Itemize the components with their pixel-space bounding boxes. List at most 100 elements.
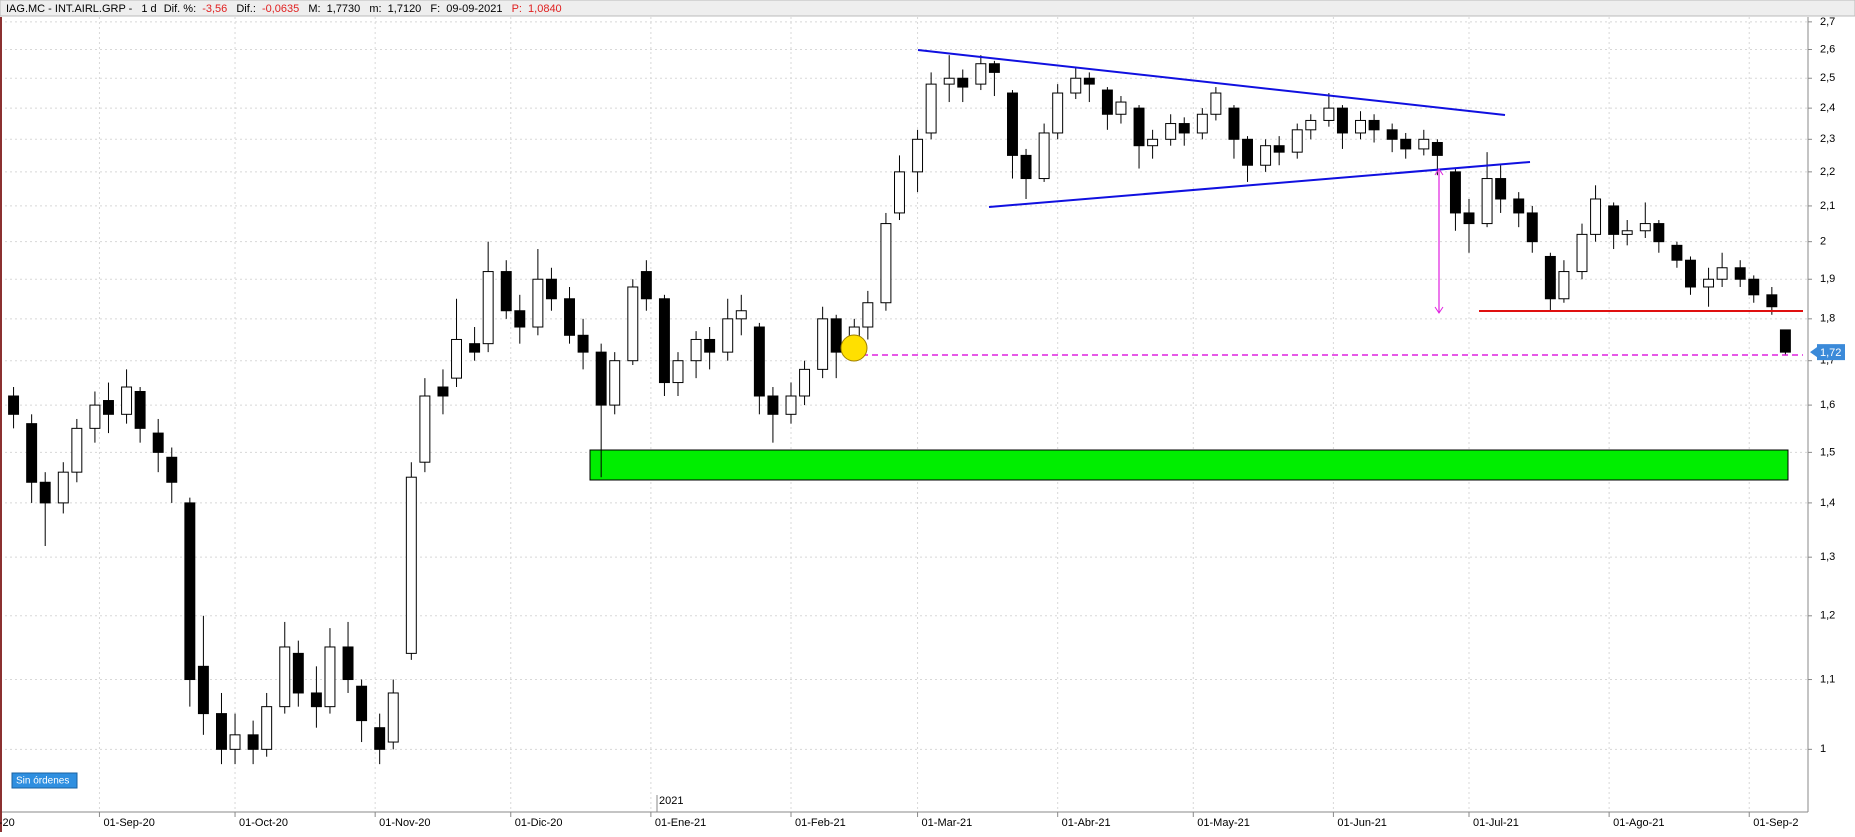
drawings (589, 449, 1789, 481)
date: 09-09-2021 (446, 3, 502, 15)
dif-pct: -3,56 (202, 3, 227, 15)
candle-body (1495, 178, 1507, 200)
candle-body (279, 646, 291, 708)
candle-body (1020, 154, 1032, 180)
candle-body (39, 481, 51, 504)
candle-body (419, 395, 431, 463)
x-tick-label: 01-Jun-21 (1337, 817, 1387, 829)
candle-body (564, 298, 575, 336)
candle-body (1766, 294, 1778, 308)
y-tick-label: 1,1 (1820, 673, 1835, 685)
candle-body (1368, 119, 1380, 131)
candle-body (152, 432, 164, 453)
candle-body (830, 318, 842, 353)
candle-body (1101, 89, 1113, 115)
candle-body (817, 318, 829, 370)
dif-pct-label: Dif. %: (164, 3, 196, 15)
candle-body (672, 360, 684, 384)
candle-body (1336, 107, 1348, 134)
candle-body (261, 706, 273, 750)
candle-body (1165, 123, 1177, 140)
candle-body (26, 423, 38, 483)
candle-body (735, 310, 747, 320)
candle-body (1400, 138, 1412, 150)
candle-body (640, 271, 652, 300)
last-price-tag (1817, 344, 1845, 361)
candle-body (1748, 278, 1760, 296)
candle-body (514, 310, 526, 328)
candle-body (767, 395, 779, 415)
y-tick-label: 1,3 (1820, 551, 1835, 563)
candle-body (532, 278, 544, 328)
date-label: F: (430, 3, 440, 15)
orders-button-label[interactable]: Sin órdenes (16, 776, 69, 787)
candle-body (753, 326, 765, 397)
candle-body (975, 63, 987, 85)
y-tick-label: 1,4 (1820, 497, 1835, 509)
orders-button[interactable] (11, 772, 78, 789)
candle-body (1576, 233, 1588, 273)
candle-body (1196, 113, 1208, 134)
candle-body (988, 63, 1000, 73)
candle-body (1653, 223, 1665, 243)
candle-body (1639, 223, 1651, 232)
y-tick-label: 1,8 (1820, 313, 1835, 325)
x-tick-label: 01-Nov-20 (379, 817, 430, 829)
candle-body (405, 476, 417, 654)
candle-body (785, 395, 797, 415)
y-tick-label: 2,4 (1820, 102, 1835, 114)
year-label: 2021 (659, 795, 683, 807)
candle-body (71, 427, 83, 473)
candle-body (1242, 138, 1253, 166)
min-label: m: (369, 3, 381, 15)
candle-body (103, 400, 114, 415)
candle-body (925, 83, 937, 134)
candle-body (57, 471, 69, 504)
candle-body (799, 368, 811, 397)
candle-body (1513, 198, 1525, 214)
candle-body (121, 386, 133, 415)
candle-body (216, 713, 227, 750)
candle-body (1291, 129, 1303, 153)
candle-body (229, 734, 241, 750)
drawings-top (840, 49, 1803, 362)
p: 1,0840 (528, 3, 562, 15)
target-arrow-heads (1434, 168, 1444, 314)
candle-body (292, 652, 304, 694)
x-tick-label: 01-Dic-20 (515, 817, 563, 829)
x-tick-label: 01-Oct-20 (239, 817, 288, 829)
candle-body (1526, 212, 1538, 243)
candle-body (342, 646, 354, 681)
candle-body (1305, 119, 1317, 131)
candle-body (1590, 198, 1602, 235)
candle-body (1007, 92, 1018, 156)
candle-body (1716, 267, 1728, 280)
candle-body (627, 286, 639, 362)
max-label: M: (308, 3, 320, 15)
candle-body (545, 278, 557, 300)
candle-body (387, 692, 399, 743)
x-tick-label: 01-May-21 (1197, 817, 1250, 829)
y-tick-label: 1,5 (1820, 446, 1835, 458)
candle-body (310, 692, 322, 708)
last-price-pointer (1810, 347, 1817, 358)
candle-body (1070, 77, 1082, 94)
candle-body (577, 334, 589, 353)
candle-body (943, 77, 955, 85)
candle-body (1558, 271, 1570, 300)
y-tick-label: 2,6 (1820, 43, 1835, 55)
candle-body (166, 456, 178, 483)
x-labels: 01-Ago-20 01-Sep-20 01-Oct-20 01-Nov-20 01-D… (0, 812, 1799, 829)
candle-body (1052, 92, 1064, 134)
candle-body (437, 386, 449, 397)
candle-body (609, 360, 621, 406)
y-tick-label: 2,3 (1820, 133, 1835, 145)
x-tick-label: 01-Ene-21 (655, 817, 706, 829)
y-tick-label: 2,1 (1820, 200, 1835, 212)
y-tick-label: 1 (1820, 743, 1826, 755)
dif: -0,0635 (262, 3, 299, 15)
y-tick-label: 2,5 (1820, 72, 1835, 84)
x-tick-label: 01-Ago-21 (1613, 817, 1664, 829)
candle-body (880, 223, 892, 304)
